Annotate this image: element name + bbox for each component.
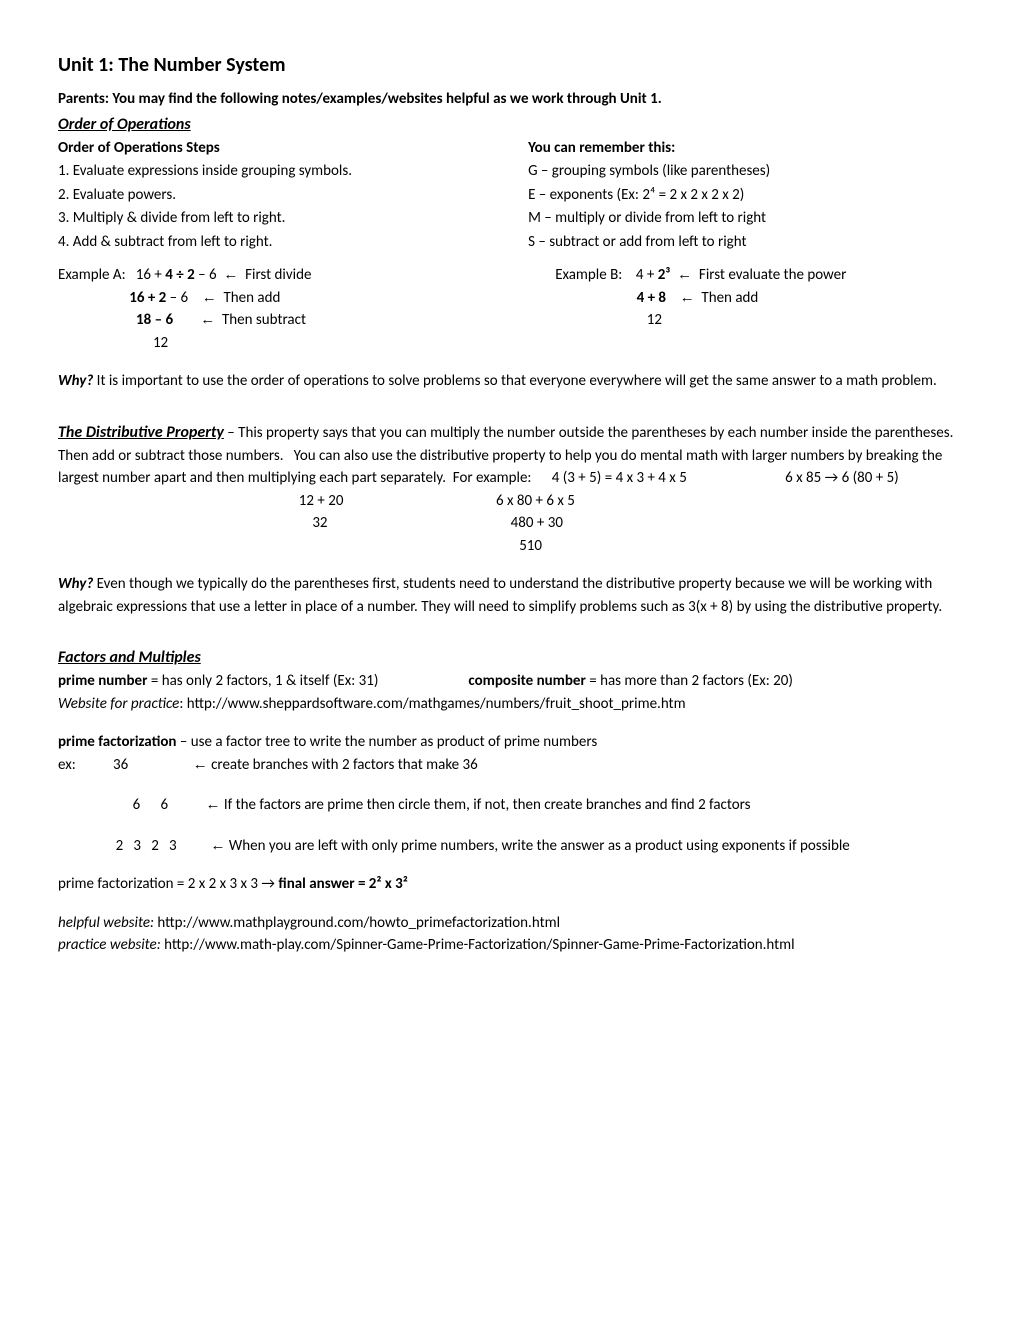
remember-g: G – grouping symbols (like parentheses)	[528, 160, 962, 183]
parents-note: Parents: You may find the following note…	[58, 88, 962, 111]
page-title: Unit 1: The Number System	[58, 50, 962, 80]
practice-website: practice website: http://www.math-play.c…	[58, 934, 962, 957]
order-ops-why: Why? It is important to use the order of…	[58, 370, 962, 393]
step-3: 3. Multiply & divide from left to right.	[58, 207, 528, 230]
remember-heading: You can remember this:	[528, 137, 962, 160]
steps-heading: Order of Operations Steps	[58, 137, 528, 160]
tree-line-3: 2 3 2 3 ← When you are left with only pr…	[58, 835, 962, 858]
remember-m: M – multiply or divide from left to righ…	[528, 207, 962, 230]
step-1: 1. Evaluate expressions inside grouping …	[58, 160, 528, 183]
example-a: Example A: 16 + 4 ÷ 2 – 6 ← First divide…	[58, 264, 555, 354]
helpful-website: helpful website: http://www.mathplaygrou…	[58, 912, 962, 935]
distributive-why: Why? Even though we typically do the par…	[58, 573, 962, 618]
step-4: 4. Add & subtract from left to right.	[58, 231, 528, 254]
distributive-body: The Distributive Property – This propert…	[58, 421, 962, 490]
step-2: 2. Evaluate powers.	[58, 184, 528, 207]
dist-line3: 32 480 + 30	[58, 512, 962, 535]
website-practice: Website for practice: http://www.sheppar…	[58, 693, 962, 716]
final-answer: prime factorization = 2 x 2 x 3 x 3 → fi…	[58, 873, 962, 896]
order-ops-heading: Order of Operations	[58, 113, 962, 137]
example-b: Example B: 4 + 2³ ← First evaluate the p…	[555, 264, 962, 332]
prime-composite: prime number = has only 2 factors, 1 & i…	[58, 670, 962, 693]
tree-line-2: 6 6 ← If the factors are prime then circ…	[58, 794, 962, 817]
dist-line4: 510	[58, 535, 962, 558]
factors-heading: Factors and Multiples	[58, 646, 962, 670]
remember-s: S – subtract or add from left to right	[528, 231, 962, 254]
prime-factorization: prime factorization – use a factor tree …	[58, 731, 962, 754]
remember-e: E – exponents (Ex: 2⁴ = 2 x 2 x 2 x 2)	[528, 184, 962, 207]
tree-line-1: ex: 36 ← create branches with 2 factors …	[58, 754, 962, 777]
dist-line2: 12 + 20 6 x 80 + 6 x 5	[58, 490, 962, 513]
